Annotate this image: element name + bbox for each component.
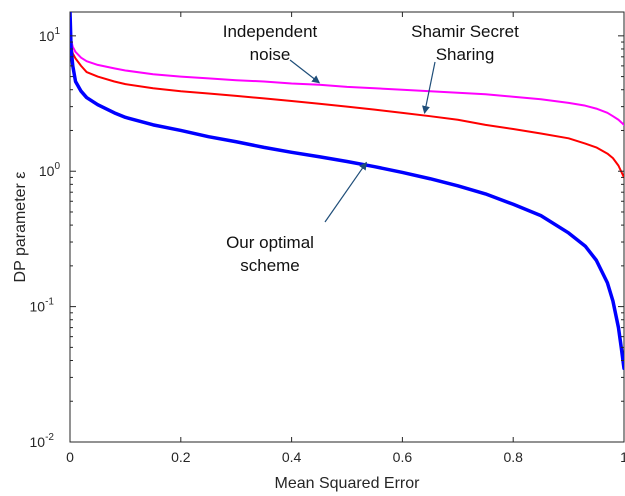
annotations-layer: Independent noise Shamir Secret Sharing Our … [223, 22, 519, 275]
annotation-arrow [289, 59, 321, 84]
y-tick-label: 10-1 [30, 297, 55, 315]
annotation-text: noise [250, 45, 291, 64]
y-tick-label: 101 [39, 26, 61, 44]
x-tick-label: 0.6 [393, 449, 413, 465]
annotation-arrow [422, 61, 436, 115]
annotation-text: Our optimal [226, 233, 314, 252]
y-axis-label: DP parameter ε [12, 172, 29, 283]
x-tick-label: 0.2 [171, 449, 191, 465]
x-axis-label: Mean Squared Error [275, 475, 421, 492]
annotation-text: scheme [240, 256, 300, 275]
annotation-text: Sharing [436, 45, 495, 64]
series-line-1 [70, 34, 624, 126]
annotation-text: Independent [223, 22, 318, 41]
x-tick-label: 0 [66, 449, 74, 465]
x-tick-label: 0.4 [282, 449, 302, 465]
x-tick-label: 0.8 [503, 449, 523, 465]
ticks-layer: 0 0.2 0.4 0.6 0.8 1 10-2 10-1 100 101 [30, 12, 625, 465]
series-layer [70, 12, 624, 371]
annotation-text: Shamir Secret [411, 22, 519, 41]
series-line-2 [70, 41, 624, 179]
annotation-arrow [324, 161, 367, 223]
plot-area [69, 11, 625, 443]
y-tick-label: 100 [39, 161, 61, 179]
series-line-3 [70, 12, 624, 371]
x-tick-label: 1 [620, 449, 625, 465]
y-tick-label: 10-2 [30, 432, 55, 450]
